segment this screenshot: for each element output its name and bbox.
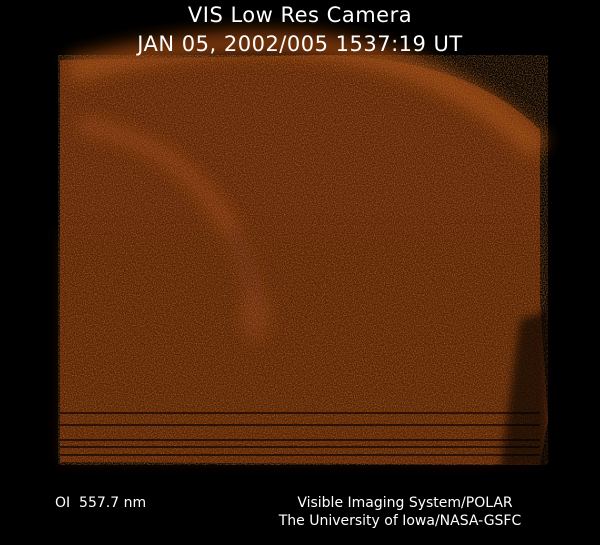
timestamp: JAN 05, 2002/005 1537:19 UT [137, 32, 463, 56]
credit-line-1: Visible Imaging System/POLAR [297, 495, 513, 511]
image-frame [58, 30, 550, 470]
credit-line-2: The University of Iowa/NASA-GSFC [278, 513, 522, 529]
scan-lines [60, 412, 540, 456]
wavelength-label: OI 557.7 nm [55, 495, 147, 511]
instrument-title: VIS Low Res Camera [187, 3, 413, 27]
